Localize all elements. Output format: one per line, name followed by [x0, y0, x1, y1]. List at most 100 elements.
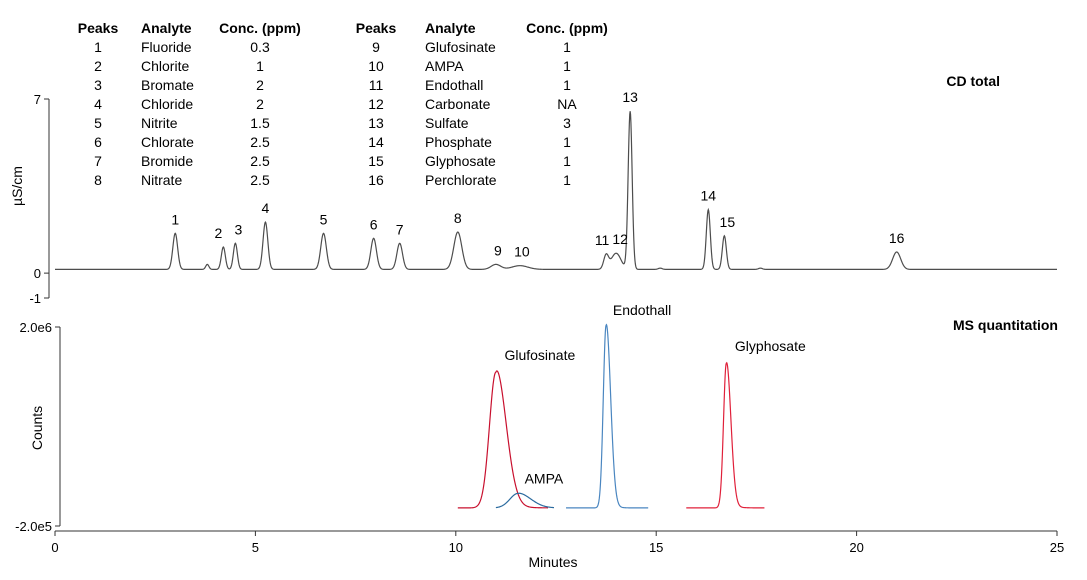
- analyte-cell: Chlorate: [141, 134, 194, 150]
- analyte-cell: Fluoride: [141, 39, 192, 55]
- peak-number-cell: 6: [94, 134, 102, 150]
- ms-series-trace: [495, 492, 555, 509]
- analyte-cell: Bromate: [141, 77, 194, 93]
- analyte-cell: Phosphate: [425, 134, 492, 150]
- concentration-cell: 2: [256, 96, 264, 112]
- ms-tick-label: -2.0e5: [15, 519, 52, 534]
- ms-series-trace: [686, 361, 765, 509]
- ms-traces: [457, 323, 765, 509]
- peak-number-cell: 5: [94, 115, 102, 131]
- concentration-cell: 1: [563, 172, 571, 188]
- peak-number-cell: 12: [368, 96, 384, 112]
- x-axis: 0 5 10 15 20 25: [51, 530, 1064, 555]
- ms-series-label: Glyphosate: [735, 338, 806, 354]
- analyte-cell: Carbonate: [425, 96, 491, 112]
- concentration-cell: 2.5: [250, 172, 270, 188]
- peaks-header: Peaks: [356, 20, 397, 36]
- x-tick-label: 0: [51, 540, 58, 555]
- peak-number-cell: 2: [94, 58, 102, 74]
- analyte-cell: Chloride: [141, 96, 193, 112]
- cd-y-axis-label: µS/cm: [9, 166, 25, 206]
- concentration-cell: 0.3: [250, 39, 270, 55]
- cd-peak-label: 10: [514, 244, 530, 260]
- analyte-cell: Sulfate: [425, 115, 469, 131]
- analyte-header: Analyte: [141, 20, 192, 36]
- ms-series-label: Glufosinate: [504, 347, 575, 363]
- x-tick-label: 5: [252, 540, 259, 555]
- peak-number-cell: 9: [372, 39, 380, 55]
- cd-peak-label: 3: [234, 221, 242, 237]
- cd-peak-label: 14: [701, 188, 717, 204]
- cd-peak-label: 7: [396, 221, 404, 237]
- cd-peak-label: 8: [454, 210, 462, 226]
- conc-header: Conc. (ppm): [219, 20, 301, 36]
- peak-number-cell: 10: [368, 58, 384, 74]
- concentration-cell: 1: [563, 58, 571, 74]
- peak-number-cell: 11: [369, 77, 384, 93]
- analyte-header: Analyte: [425, 20, 476, 36]
- cd-peak-label: 16: [889, 230, 905, 246]
- ms-series-trace: [566, 323, 649, 509]
- concentration-cell: 2.5: [250, 134, 270, 150]
- ms-series-label: Endothall: [613, 302, 671, 318]
- cd-total-trace: [55, 111, 1057, 270]
- ms-series-trace: [457, 370, 548, 509]
- analyte-cell: Nitrate: [141, 172, 182, 188]
- peaks-header: Peaks: [78, 20, 119, 36]
- analyte-cell: Endothall: [425, 77, 483, 93]
- cd-tick-label: -1: [29, 291, 41, 306]
- x-axis-label: Minutes: [528, 554, 577, 570]
- peak-number-cell: 16: [368, 172, 384, 188]
- cd-peak-label: 4: [262, 200, 270, 216]
- peak-number-cell: 14: [368, 134, 384, 150]
- ms-tick-label: 2.0e6: [19, 320, 52, 335]
- cd-y-axis: 7 0 -1: [29, 92, 50, 306]
- concentration-cell: 2.5: [250, 153, 270, 169]
- analyte-cell: Perchlorate: [425, 172, 497, 188]
- concentration-cell: 1: [563, 153, 571, 169]
- cd-peak-label: 5: [320, 211, 328, 227]
- concentration-cell: NA: [557, 96, 577, 112]
- cd-trace: [55, 111, 1057, 270]
- ms-quantitation-panel: MS quantitation Counts 2.0e6 -2.0e5 Glufo…: [15, 302, 1064, 570]
- ms-y-axis: 2.0e6 -2.0e5: [15, 320, 61, 534]
- cd-peak-label: 13: [622, 89, 638, 105]
- x-tick-label: 15: [649, 540, 663, 555]
- analyte-cell: Chlorite: [141, 58, 189, 74]
- concentration-cell: 1: [563, 39, 571, 55]
- x-tick-label: 20: [849, 540, 863, 555]
- cd-peak-label: 9: [494, 242, 502, 258]
- cd-peak-label: 12: [612, 231, 628, 247]
- analyte-cell: AMPA: [425, 58, 464, 74]
- ms-y-axis-label: Counts: [29, 406, 45, 450]
- cd-peak-label: 15: [720, 214, 736, 230]
- cd-tick-label: 0: [34, 266, 41, 281]
- peak-number-cell: 7: [94, 153, 102, 169]
- x-tick-label: 10: [449, 540, 463, 555]
- concentration-cell: 1.5: [250, 115, 270, 131]
- cd-peak-label: 1: [171, 211, 179, 227]
- peak-number-cell: 8: [94, 172, 102, 188]
- conc-header: Conc. (ppm): [526, 20, 608, 36]
- x-tick-label: 25: [1050, 540, 1064, 555]
- analyte-cell: Glufosinate: [425, 39, 496, 55]
- peak-number-cell: 3: [94, 77, 102, 93]
- concentration-cell: 3: [563, 115, 571, 131]
- concentration-cell: 1: [563, 134, 571, 150]
- analyte-cell: Glyphosate: [425, 153, 496, 169]
- cd-total-title: CD total: [946, 73, 1000, 89]
- ms-quantitation-title: MS quantitation: [953, 317, 1058, 333]
- peak-number-cell: 15: [368, 153, 384, 169]
- peak-number-cell: 13: [368, 115, 384, 131]
- ms-series-labels: Glufosinate AMPA Endothall Glyphosate: [504, 302, 805, 486]
- peak-number-cell: 1: [94, 39, 102, 55]
- concentration-cell: 1: [563, 77, 571, 93]
- cd-tick-label: 7: [34, 92, 41, 107]
- cd-peak-label: 6: [370, 216, 378, 232]
- concentration-cell: 2: [256, 77, 264, 93]
- concentration-cell: 1: [256, 58, 264, 74]
- peak-number-cell: 4: [94, 96, 102, 112]
